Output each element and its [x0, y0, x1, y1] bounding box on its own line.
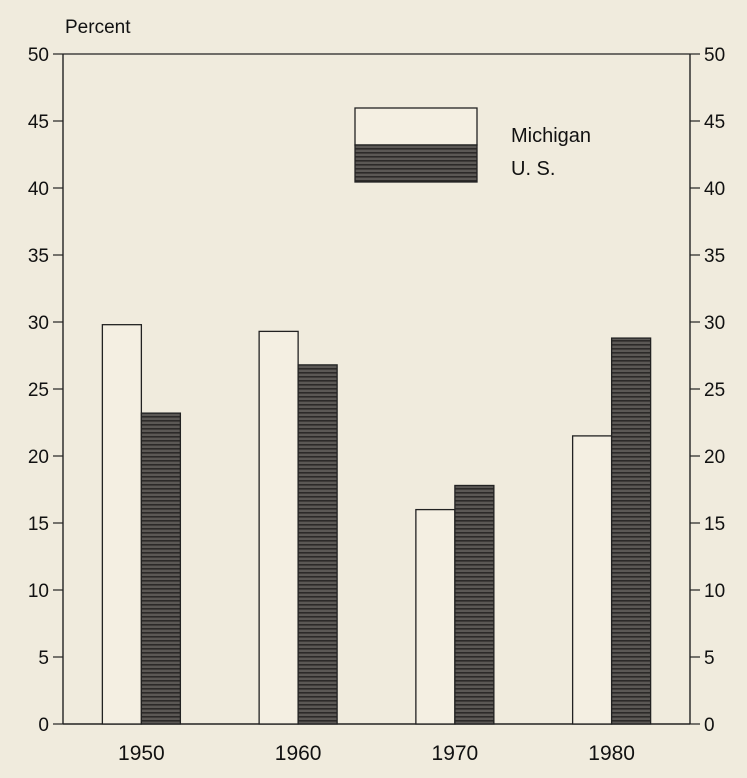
y-tick-label-right-15: 15 — [704, 514, 725, 535]
y-tick-label-left-45: 45 — [28, 112, 49, 133]
bars — [101, 324, 652, 725]
y-tick-label-right-40: 40 — [704, 179, 725, 200]
x-tick-label-1960: 1960 — [275, 742, 322, 765]
y-tick-label-left-20: 20 — [28, 447, 49, 468]
legend-label-michigan: Michigan — [511, 125, 591, 147]
y-tick-label-right-10: 10 — [704, 581, 725, 602]
legend-label-u-s: U. S. — [511, 158, 555, 180]
legend: Michigan U. S. — [354, 107, 591, 183]
bar-u-s-1980 — [610, 337, 652, 725]
legend-swatch-u-s — [354, 144, 478, 183]
bar-michigan-1950 — [101, 324, 143, 725]
y-tick-label-right-30: 30 — [704, 313, 725, 334]
y-tick-label-left-40: 40 — [28, 179, 49, 200]
legend-swatch-michigan — [354, 107, 478, 146]
bar-michigan-1980 — [571, 435, 613, 725]
y-tick-label-right-35: 35 — [704, 246, 725, 267]
bar-u-s-1950 — [140, 412, 182, 725]
x-tick-label-1970: 1970 — [432, 742, 479, 765]
x-tick-label-1980: 1980 — [588, 742, 635, 765]
y-tick-label-left-5: 5 — [38, 648, 49, 669]
y-tick-label-left-25: 25 — [28, 380, 49, 401]
y-tick-label-left-10: 10 — [28, 581, 49, 602]
x-tick-label-1950: 1950 — [118, 742, 165, 765]
bar-u-s-1970 — [454, 484, 495, 725]
bar-u-s-1960 — [297, 364, 338, 725]
y-tick-label-left-50: 50 — [28, 45, 49, 66]
y-tick-label-left-0: 0 — [38, 715, 49, 736]
y-tick-label-right-50: 50 — [704, 45, 725, 66]
bar-michigan-1960 — [258, 330, 299, 725]
y-tick-label-left-15: 15 — [28, 514, 49, 535]
bar-michigan-1970 — [415, 508, 456, 725]
y-tick-label-right-5: 5 — [704, 648, 715, 669]
y-tick-label-right-20: 20 — [704, 447, 725, 468]
y-tick-label-right-25: 25 — [704, 380, 725, 401]
y-tick-label-right-0: 0 — [704, 715, 715, 736]
y-tick-label-left-35: 35 — [28, 246, 49, 267]
y-tick-label-left-30: 30 — [28, 313, 49, 334]
labels: 0 0 5 5 10 10 15 15 20 20 25 25 30 30 35 35 40 40 45 45 50 50… — [28, 17, 725, 765]
y-tick-label-right-45: 45 — [704, 112, 725, 133]
y-axis-label: Percent — [65, 17, 131, 38]
